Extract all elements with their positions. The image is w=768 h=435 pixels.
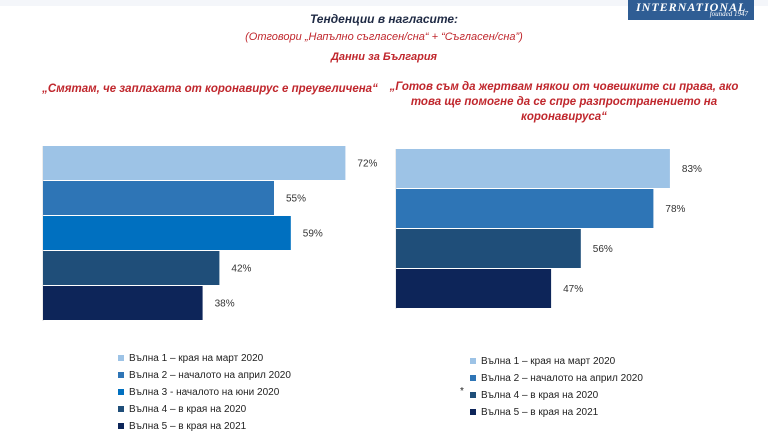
legend-item: Вълна 1 – края на март 2020 <box>470 353 643 370</box>
right-chart-title: „Готов съм да жертвам някои от човешките… <box>389 81 739 123</box>
data-label: 56% <box>593 244 613 255</box>
data-label: 59% <box>303 229 323 240</box>
bar <box>396 269 552 308</box>
gallup-logo: INTERNATIONAL founded 1947 <box>628 0 754 20</box>
data-label: 47% <box>563 284 583 295</box>
legend-item: Вълна 2 – началото на април 2020 <box>118 367 291 384</box>
legend-label: Вълна 4 – в края на 2020 <box>129 404 247 415</box>
legend-swatch <box>470 392 476 399</box>
legend-item: Вълна 5 – в края на 2021 <box>118 418 291 435</box>
logo-name: INTERNATIONAL <box>636 0 747 14</box>
legend-swatch <box>470 409 476 416</box>
legend-swatch <box>118 355 124 362</box>
legend-swatch <box>470 358 476 365</box>
data-label: 55% <box>286 194 306 205</box>
chart-1: 83% 78% 56% 47% <box>395 149 702 309</box>
legend-swatch <box>470 375 476 382</box>
data-label: 83% <box>682 164 702 175</box>
top-band <box>0 0 768 6</box>
legend-label: Вълна 3 - началото на юни 2020 <box>129 387 280 398</box>
legend-right: Вълна 1 – края на март 2020 Вълна 2 – на… <box>460 353 643 421</box>
legend-label: Вълна 1 – края на март 2020 <box>129 353 264 364</box>
data-label: 78% <box>665 204 685 215</box>
legend-label: Вълна 5 – в края на 2021 <box>481 407 599 418</box>
bar <box>396 149 670 188</box>
slide-region: Данни за България <box>330 51 438 63</box>
bar <box>396 229 581 268</box>
legend-swatch <box>118 423 124 430</box>
legend-note: * <box>460 386 464 397</box>
legend-swatch <box>118 372 124 379</box>
legend-swatch <box>118 389 124 396</box>
bar <box>396 189 654 228</box>
legend-swatch <box>118 406 124 413</box>
bar <box>43 251 220 285</box>
legend-label: Вълна 4 – в края на 2020 <box>481 390 599 401</box>
legend-label: Вълна 5 – в края на 2021 <box>129 421 247 432</box>
data-label: 42% <box>231 264 251 275</box>
logo-founded: founded 1947 <box>709 10 748 18</box>
legend-item: Вълна 3 - началото на юни 2020 <box>118 384 291 401</box>
data-label: 38% <box>215 299 235 310</box>
legend-item: Вълна 1 – края на март 2020 <box>118 350 291 367</box>
legend-label: Вълна 2 – началото на април 2020 <box>129 370 291 381</box>
bar <box>43 216 291 250</box>
legend-item: Вълна 5 – в края на 2021 <box>470 404 643 421</box>
legend-item: * Вълна 4 – в края на 2020 <box>460 386 643 404</box>
legend-item: Вълна 2 – началото на април 2020 <box>470 370 643 387</box>
legend-left: Вълна 1 – края на март 2020 Вълна 2 – на… <box>118 350 291 435</box>
bar <box>43 146 346 180</box>
bar <box>43 286 203 320</box>
data-label: 72% <box>357 159 377 170</box>
slide-subtitle: (Отговори „Напълно съгласен/сна“ + “Съгл… <box>245 31 523 43</box>
slide-title: Тенденции в нагласите: <box>309 12 459 26</box>
left-chart-title: „Смятам, че заплахата от коронавирус е п… <box>42 83 378 95</box>
legend-label: Вълна 1 – края на март 2020 <box>481 356 616 367</box>
chart-0: 72% 55% 59% 42% 38% <box>42 146 378 321</box>
legend-label: Вълна 2 – началото на април 2020 <box>481 373 643 384</box>
legend-item: Вълна 4 – в края на 2020 <box>118 401 291 418</box>
bar <box>43 181 274 215</box>
